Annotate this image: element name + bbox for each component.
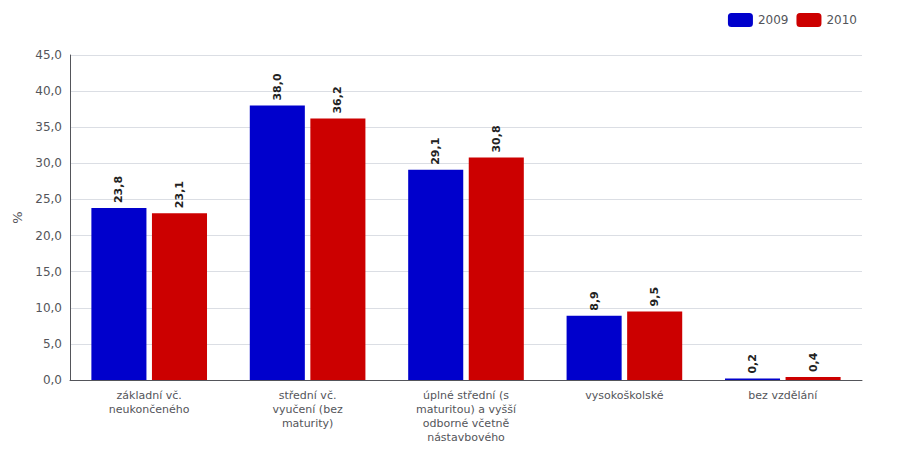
svg-text:2010: 2010: [826, 13, 857, 27]
svg-text:vyučení (bez: vyučení (bez: [273, 403, 343, 416]
svg-text:%: %: [10, 211, 25, 223]
svg-text:0,4: 0,4: [807, 352, 820, 372]
svg-text:29,1: 29,1: [429, 138, 442, 165]
svg-text:36,2: 36,2: [331, 86, 344, 113]
svg-text:0,2: 0,2: [746, 354, 759, 374]
svg-text:45,0: 45,0: [35, 48, 62, 62]
svg-text:bez vzdělání: bez vzdělání: [748, 389, 818, 402]
svg-text:nástavbového: nástavbového: [427, 431, 505, 444]
svg-text:30,8: 30,8: [490, 125, 503, 152]
svg-text:23,1: 23,1: [173, 181, 186, 208]
svg-text:základní vč.: základní vč.: [117, 389, 182, 402]
svg-text:neukončeného: neukončeného: [109, 403, 190, 416]
svg-text:5,0: 5,0: [43, 337, 62, 351]
svg-text:20,0: 20,0: [35, 229, 62, 243]
svg-text:25,0: 25,0: [35, 192, 62, 206]
svg-text:38,0: 38,0: [271, 73, 284, 100]
svg-text:23,8: 23,8: [112, 176, 125, 203]
svg-text:30,0: 30,0: [35, 156, 62, 170]
svg-text:40,0: 40,0: [35, 84, 62, 98]
svg-text:0,0: 0,0: [43, 373, 62, 387]
svg-text:maturity): maturity): [282, 417, 333, 430]
svg-text:9,5: 9,5: [648, 287, 661, 307]
svg-text:35,0: 35,0: [35, 120, 62, 134]
svg-text:2009: 2009: [758, 13, 789, 27]
svg-text:střední vč.: střední vč.: [279, 389, 337, 402]
svg-text:odborné včetně: odborné včetně: [423, 417, 510, 430]
svg-text:10,0: 10,0: [35, 301, 62, 315]
svg-text:vysokoškolské: vysokoškolské: [585, 389, 663, 402]
svg-text:15,0: 15,0: [35, 265, 62, 279]
svg-text:8,9: 8,9: [588, 291, 601, 311]
svg-text:maturitou) a vyšší: maturitou) a vyšší: [416, 403, 517, 416]
svg-text:úplné střední (s: úplné střední (s: [423, 389, 509, 402]
